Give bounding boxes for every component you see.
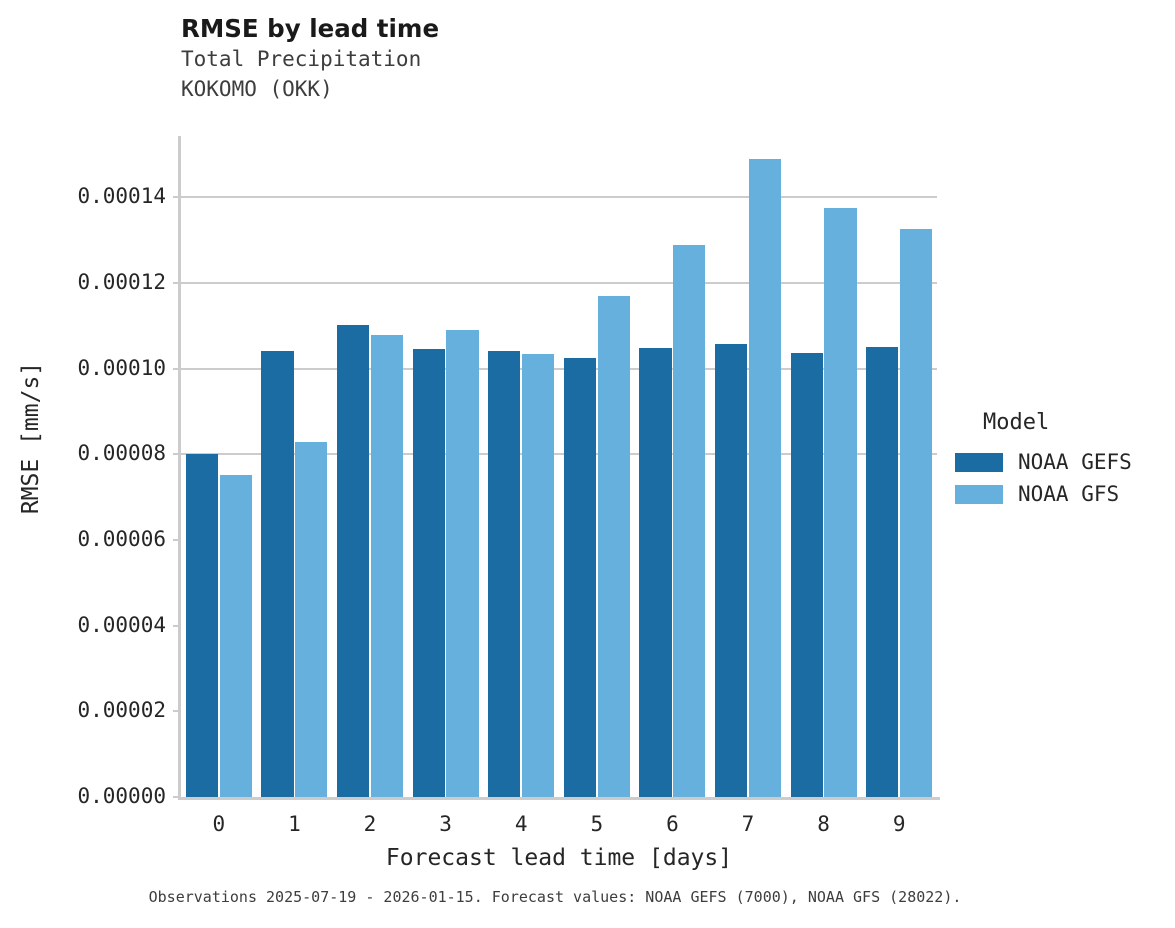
y-tick-label: 0.00012 <box>77 270 166 295</box>
bar[interactable] <box>563 357 596 797</box>
legend-item-label: NOAA GEFS <box>1018 449 1132 474</box>
bar[interactable] <box>488 350 521 797</box>
title-block: RMSE by lead time Total Precipitation KO… <box>181 14 881 104</box>
y-tick-label: 0.00000 <box>77 784 166 808</box>
chart-subtitle: Total Precipitation <box>181 47 422 71</box>
bar[interactable] <box>446 329 479 797</box>
gridline <box>181 367 937 370</box>
chart-subtitle-station: KOKOMO (OKK) <box>181 77 333 101</box>
plot-area <box>181 136 937 797</box>
legend-swatch-icon <box>955 452 1003 472</box>
y-tickmark <box>173 624 180 627</box>
bar[interactable] <box>295 442 328 797</box>
x-tick-label: 9 <box>892 812 906 836</box>
bar[interactable] <box>597 295 630 797</box>
legend-item[interactable]: NOAA GEFS <box>955 446 1170 478</box>
x-tick-label: 0 <box>212 812 226 836</box>
x-tick-label: 3 <box>439 812 452 836</box>
x-tick-label: 4 <box>514 812 528 836</box>
bar[interactable] <box>522 354 555 797</box>
y-tickmark <box>173 710 180 713</box>
y-tickmark <box>173 453 180 456</box>
bar[interactable] <box>337 324 370 797</box>
bar[interactable] <box>219 474 252 797</box>
gridline <box>181 282 937 285</box>
bars-layer <box>181 136 937 797</box>
y-tickmark <box>173 796 180 798</box>
bar[interactable] <box>900 228 933 797</box>
legend-item[interactable]: NOAA GFS <box>955 478 1170 510</box>
bar[interactable] <box>824 207 857 797</box>
bar[interactable] <box>370 334 403 797</box>
footer-note: Observations 2025-07-19 - 2026-01-15. Fo… <box>148 888 962 906</box>
x-axis-spine <box>178 797 940 800</box>
legend-swatch-icon <box>955 484 1003 504</box>
y-tick-label: 0.00014 <box>77 184 166 209</box>
gridline <box>181 196 937 199</box>
x-tick-label: 6 <box>666 812 679 836</box>
y-axis-spine <box>178 136 181 797</box>
y-tickmark <box>173 539 180 542</box>
y-tick-label: 0.00002 <box>77 698 166 723</box>
x-tick-label: 5 <box>590 812 604 836</box>
y-axis-title: RMSE [mm/s] <box>18 361 44 515</box>
legend-title: Model <box>983 410 1050 435</box>
legend: Model NOAA GEFS NOAA GFS <box>955 410 1170 510</box>
bar[interactable] <box>185 454 218 797</box>
y-tickmark <box>173 282 180 285</box>
bar[interactable] <box>261 350 294 797</box>
bar[interactable] <box>866 346 899 797</box>
bar[interactable] <box>790 352 823 797</box>
bar[interactable] <box>748 158 781 797</box>
x-axis-title: Forecast lead time [days] <box>385 845 733 871</box>
x-tick-label: 8 <box>817 812 830 836</box>
x-tick-label: 2 <box>363 812 377 836</box>
bar[interactable] <box>412 349 445 797</box>
y-tickmark <box>173 367 180 370</box>
legend-item-label: NOAA GFS <box>1018 481 1120 506</box>
bar[interactable] <box>673 245 706 797</box>
y-tickmark <box>173 196 180 199</box>
bar[interactable] <box>715 344 748 797</box>
legend-entries: NOAA GEFS NOAA GFS <box>955 446 1170 510</box>
x-tick-label: 7 <box>741 812 755 836</box>
y-tick-label: 0.00004 <box>77 612 166 637</box>
x-tick-label: 1 <box>288 812 301 836</box>
page-title: RMSE by lead time <box>181 14 440 43</box>
bar[interactable] <box>639 347 672 797</box>
gridline <box>181 453 937 456</box>
